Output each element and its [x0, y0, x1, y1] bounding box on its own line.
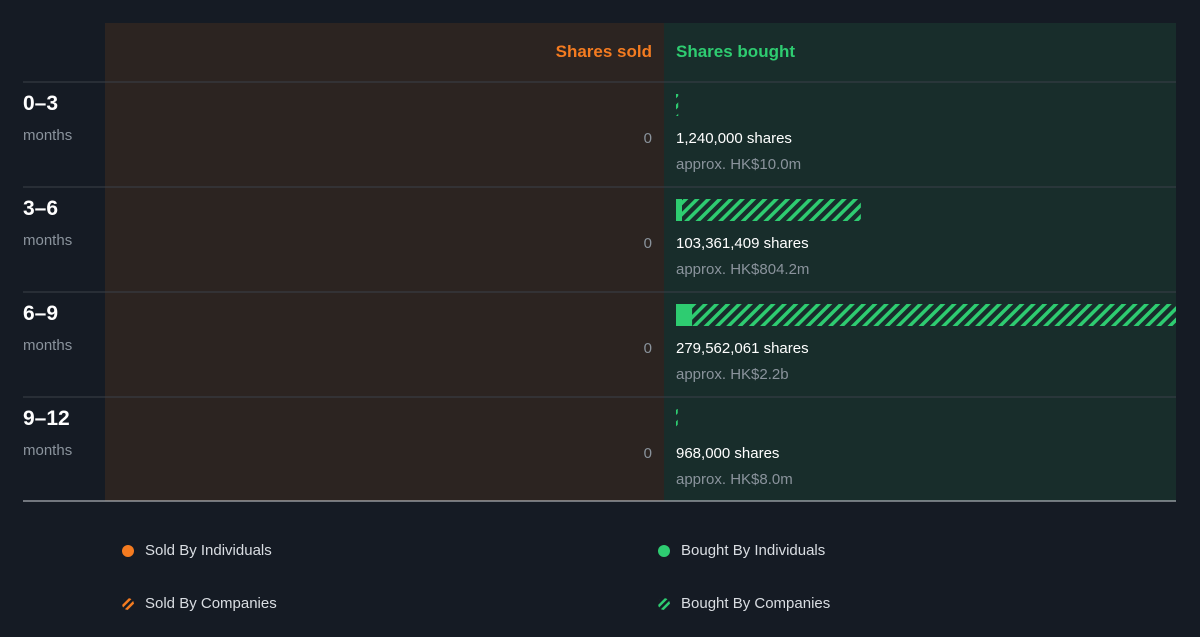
legend-label: Bought By Individuals [681, 542, 826, 559]
legend-label: Sold By Individuals [145, 542, 272, 559]
sold-panel [105, 23, 664, 501]
bought-companies-bar [676, 94, 679, 116]
bought-companies-hatch-icon [658, 597, 670, 610]
sold-value-label: 0 [644, 130, 652, 147]
bought-value-label: approx. HK$10.0m [676, 156, 801, 173]
bought-value-label: approx. HK$8.0m [676, 471, 793, 488]
period-label: 3–6 [23, 197, 58, 220]
bought-panel [664, 23, 1176, 501]
bought-shares-label: 279,562,061 shares [676, 340, 809, 357]
shares-sold-header: Shares sold [556, 42, 652, 61]
period-unit-label: months [23, 232, 72, 249]
period-unit-label: months [23, 442, 72, 459]
bought-companies-bar [676, 304, 1176, 326]
period-unit-label: months [23, 337, 72, 354]
legend-bought-individuals: Bought By Individuals [658, 542, 825, 559]
sold-value-label: 0 [644, 445, 652, 462]
bought-value-label: approx. HK$804.2m [676, 261, 809, 278]
sold-value-label: 0 [644, 340, 652, 357]
bought-companies-bar [676, 199, 861, 221]
period-unit-label: months [23, 127, 72, 144]
bought-individuals-bar [676, 304, 693, 326]
legend-sold-companies: Sold By Companies [122, 595, 277, 612]
legend-label: Bought By Companies [681, 595, 831, 612]
period-label: 9–12 [23, 407, 70, 430]
bought-individuals-bar [676, 199, 682, 221]
bought-value-label: approx. HK$2.2b [676, 366, 789, 383]
shares-bought-header: Shares bought [676, 42, 795, 61]
sold-value-label: 0 [644, 235, 652, 252]
sold-companies-hatch-icon [122, 597, 134, 610]
bought-shares-label: 968,000 shares [676, 445, 779, 462]
period-label: 6–9 [23, 302, 58, 325]
legend-bought-companies: Bought By Companies [658, 595, 830, 612]
bought-shares-label: 103,361,409 shares [676, 235, 809, 252]
bought-individuals-dot [658, 544, 670, 557]
legend-label: Sold By Companies [145, 595, 277, 612]
bought-shares-label: 1,240,000 shares [676, 130, 792, 147]
bought-companies-bar [676, 409, 678, 431]
period-label: 0–3 [23, 92, 58, 115]
legend-sold-individuals: Sold By Individuals [122, 542, 272, 559]
sold-individuals-dot [122, 544, 134, 557]
